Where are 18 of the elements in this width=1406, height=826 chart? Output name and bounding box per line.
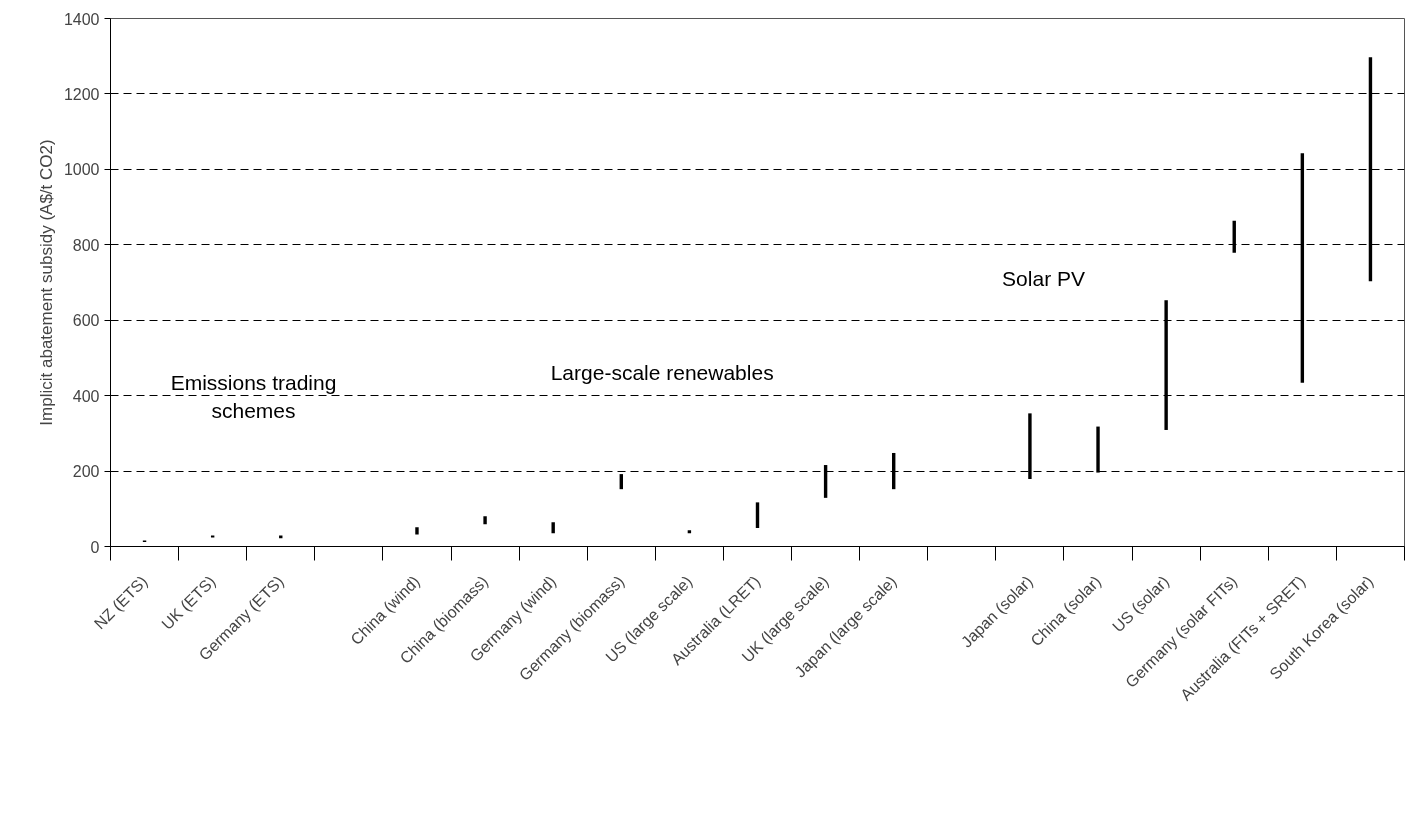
bar: [1164, 300, 1168, 430]
bar: [483, 516, 487, 525]
y-tick-label: 800: [72, 236, 100, 254]
bar: [551, 522, 555, 534]
bar: [687, 530, 692, 534]
y-tick-label: 0: [90, 538, 100, 556]
annotation: Emissions trading schemes: [170, 371, 337, 423]
annotation: Large-scale renewables: [550, 361, 774, 385]
y-tick-label: 200: [72, 463, 100, 481]
y-tick-label: 400: [72, 387, 100, 405]
bar: [755, 502, 760, 529]
bar: [415, 527, 419, 535]
y-tick-label: 1200: [63, 85, 100, 103]
y-tick-label: 600: [72, 312, 100, 330]
annotation: Solar PV: [1002, 267, 1085, 291]
y-axis-title: Implicit abatement subsidy (A$/t CO2): [36, 139, 56, 426]
y-tick-label: 1000: [63, 161, 100, 179]
y-tick-label: 1400: [63, 10, 100, 28]
